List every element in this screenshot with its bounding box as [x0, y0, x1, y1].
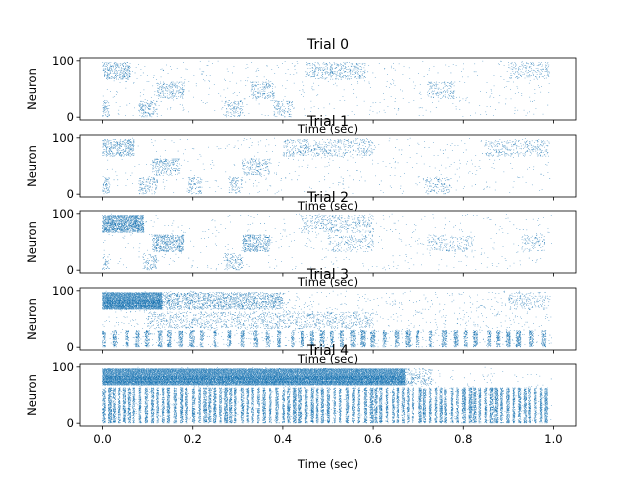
panel-title-3: Trial 3 — [306, 267, 349, 283]
y-tick-label-3-0: 0 — [67, 340, 74, 354]
panel-x-label-2: Time (sec) — [297, 275, 358, 289]
spike-raster-2 — [102, 213, 552, 271]
panel-title-2: Trial 2 — [306, 190, 349, 206]
raster-panels: 0 100 Neuron Time (sec) Trial 0 0 100 Neuron Tim… — [25, 37, 577, 446]
x-axis-label: Time (sec) — [297, 457, 358, 471]
y-tick-label-0-1: 100 — [52, 54, 74, 68]
y-tick-label-3-1: 100 — [52, 284, 74, 298]
axes-frame-2 — [79, 210, 577, 274]
axes-frame-1 — [79, 134, 577, 198]
panel-x-label-3: Time (sec) — [297, 352, 358, 366]
y-tick-label-1-1: 100 — [52, 131, 74, 145]
panel-title-0: Trial 0 — [306, 37, 349, 53]
axes-frame-3 — [79, 287, 577, 351]
spike-raster-4 — [102, 366, 552, 424]
panel-title-1: Trial 1 — [306, 114, 349, 130]
x-tick-label-1: 0.2 — [184, 432, 202, 446]
panel-x-label-1: Time (sec) — [297, 199, 358, 213]
x-tick-label-4: 0.8 — [454, 432, 472, 446]
x-tick-label-2: 0.4 — [274, 432, 292, 446]
y-axis-label-2: Neuron — [25, 221, 39, 263]
y-axis-label-4: Neuron — [25, 374, 39, 416]
x-tick-label-3: 0.6 — [364, 432, 382, 446]
x-tick-label-0: 0.0 — [93, 432, 111, 446]
axes-frame-4 — [79, 363, 577, 427]
y-axis-label-1: Neuron — [25, 145, 39, 187]
y-axis-label-0: Neuron — [25, 68, 39, 110]
panel-x-label-0: Time (sec) — [297, 122, 358, 136]
raster-panel-4: 0 100 Neuron Trial 4 — [25, 343, 577, 430]
axes-frame-0 — [79, 57, 577, 121]
y-axis-label-3: Neuron — [25, 298, 39, 340]
y-tick-label-0-0: 0 — [67, 110, 74, 124]
y-tick-label-4-0: 0 — [67, 416, 74, 430]
spike-raster-3 — [102, 290, 552, 348]
raster-panel-0: 0 100 Neuron Time (sec) Trial 0 — [25, 37, 577, 136]
spike-raster-0 — [102, 60, 550, 118]
y-tick-label-4-1: 100 — [52, 360, 74, 374]
y-tick-label-1-0: 0 — [67, 187, 74, 201]
spike-raster-1 — [102, 137, 551, 195]
y-tick-label-2-1: 100 — [52, 207, 74, 221]
x-tick-label-5: 1.0 — [544, 432, 562, 446]
panel-title-4: Trial 4 — [306, 343, 349, 359]
y-tick-label-2-0: 0 — [67, 263, 74, 277]
